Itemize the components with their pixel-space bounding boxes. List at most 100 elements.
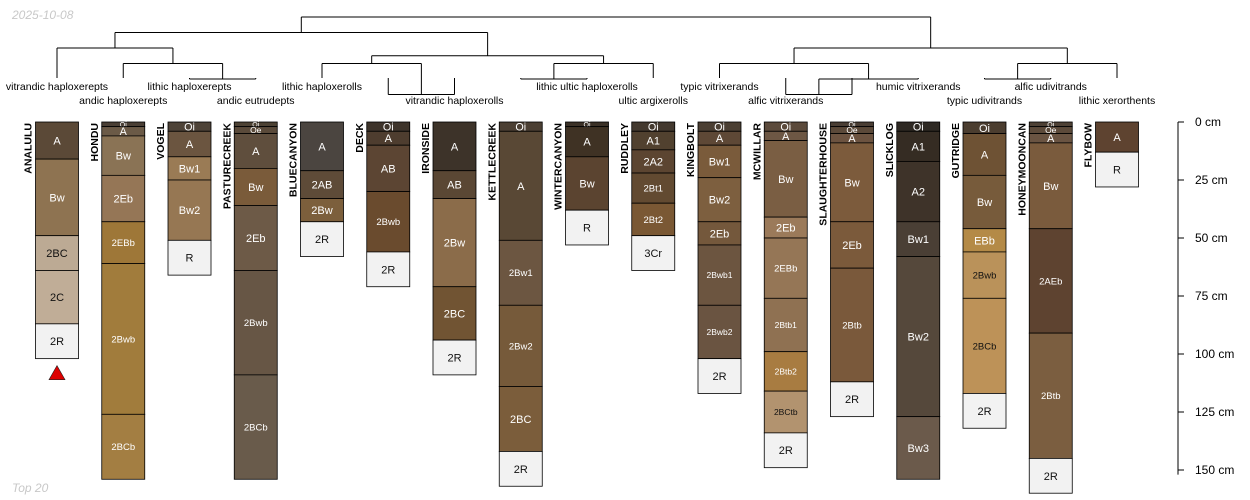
horizon-label-kingbolt-2bwb2: 2Bwb2 [707,327,733,337]
taxon-label-alfic-udivitrands: alfic udivitrands [1015,81,1087,93]
horizon-slicklog-bw2 [896,256,941,418]
horizon-hondu-2bwb [101,263,146,415]
taxon-label-alfic-vitrixerands: alfic vitrixerands [748,95,823,107]
profile-name-flybow: FLYBOW [1083,123,1095,168]
horizon-label-gutridge-a: A [981,149,989,161]
horizon-label-pasturecreek-2bcb: 2BCb [244,423,268,434]
horizon-slicklog-a1 [896,130,941,162]
horizon-slaughterhouse-bw [830,142,874,223]
horizon-slicklog-a2 [896,161,941,223]
taxon-label-vitrandic-haploxerolls: vitrandic haploxerolls [405,95,503,107]
horizon-label-bluecanyon-a: A [318,141,326,153]
horizon-slaughterhouse-2r [830,381,874,418]
horizon-label-hondu-2ebb: 2EBb [112,238,135,249]
horizon-label-honeymooncan-2btb: 2Btb [1041,391,1061,402]
profile-name-slicklog: SLICKLOG [884,123,896,177]
horizon-label-kettlecreek-2bc: 2BC [510,414,531,426]
horizon-ironside-2bw [432,198,477,288]
depth-tick-label-150: 150 cm [1195,463,1234,477]
horizon-label-slicklog-bw3: Bw3 [908,443,929,455]
horizon-label-slicklog-oi: Oi [913,122,924,134]
horizon-label-flybow-a: A [1113,132,1121,144]
taxon-label-lithic-haploxerepts: lithic haploxerepts [147,81,231,93]
horizon-wintercanyon-a [565,126,609,158]
horizon-label-vogel-bw2: Bw2 [179,205,200,217]
horizon-label-slaughterhouse-2btb: 2Btb [842,320,862,331]
horizon-mcwillar-2ebb [763,237,808,299]
profile-name-ruddley: RUDDLEY [619,123,631,174]
horizon-label-kingbolt-a: A [716,133,724,145]
horizon-label-analulu-2c: 2C [50,292,64,304]
profile-name-vogel: VOGEL [155,122,167,159]
horizon-flybow-r [1095,151,1139,188]
horizon-label-mcwillar-oi: Oi [780,122,791,134]
horizon-label-mcwillar-2ebb: 2EBb [774,264,797,275]
horizon-label-slaughterhouse-bw: Bw [844,177,859,189]
profile-name-pasturecreek: PASTURECREEK [221,123,233,210]
horizon-kettlecreek-a [498,130,543,241]
horizon-label-kettlecreek-2bw2: 2Bw2 [509,341,533,352]
horizon-slaughterhouse-2eb [830,221,874,269]
horizon-label-slicklog-a1: A1 [912,141,925,153]
horizon-label-vogel-oi: Oi [184,122,195,134]
horizon-label-bluecanyon-2ab: 2AB [312,180,333,192]
marker-analulu-triangle [48,365,66,380]
horizon-mcwillar-2bctb [763,390,808,434]
horizon-label-deck-oi: Oi [383,122,394,134]
horizon-deck-2bwb [366,191,411,253]
depth-tick-label-75: 75 cm [1195,289,1228,303]
horizon-label-ironside-2bw: 2Bw [444,238,465,250]
horizon-mcwillar-bw [763,140,808,218]
depth-tick-label-125: 125 cm [1195,405,1234,419]
horizon-slicklog-bw3 [896,416,941,480]
horizon-label-ironside-2bc: 2BC [444,308,465,320]
horizon-kingbolt-2bwb2 [697,304,742,360]
horizon-label-gutridge-2r: 2R [977,406,991,418]
horizon-label-mcwillar-bw: Bw [778,174,793,186]
horizon-ironside-ab [432,170,477,199]
horizon-label-kettlecreek-oi: Oi [515,122,526,134]
horizon-label-kingbolt-bw2: Bw2 [709,195,730,207]
horizon-label-mcwillar-2btb1: 2Btb1 [775,320,797,330]
horizon-label-kettlecreek-a: A [517,181,525,193]
horizon-hondu-bw [101,135,146,176]
horizon-kettlecreek-2bw2 [498,304,543,387]
footer-label: Top 20 [12,481,49,495]
horizon-label-slaughterhouse-2eb: 2Eb [842,240,862,252]
horizon-label-pasturecreek-bw: Bw [248,182,263,194]
horizon-label-honeymooncan-oe: Oe [1045,125,1057,135]
horizon-label-deck-2bwb: 2Bwb [376,217,400,228]
horizon-vogel-bw2 [167,179,212,241]
horizon-label-hondu-2bwb: 2Bwb [111,334,135,345]
horizon-gutridge-2r [962,393,1007,429]
horizon-kettlecreek-2r [498,451,543,487]
horizon-slaughterhouse-2btb [830,267,874,383]
horizon-label-ironside-2r: 2R [447,352,461,364]
horizon-kingbolt-bw1 [697,144,742,179]
horizon-analulu-2c [35,270,79,325]
horizon-slicklog-bw1 [896,221,941,257]
horizon-ironside-2bc [432,286,477,341]
horizon-honeymooncan-2r [1028,457,1073,494]
horizon-label-wintercanyon-a: A [583,137,591,149]
horizon-bluecanyon-a [300,121,344,172]
horizon-label-ruddley-2bt1: 2Bt1 [643,184,663,195]
horizon-label-kingbolt-bw1: Bw1 [709,156,730,168]
horizon-label-deck-a: A [385,133,393,145]
horizon-honeymooncan-2aeb [1028,228,1073,334]
horizon-pasturecreek-a [233,133,278,169]
horizon-label-gutridge-2bwb: 2Bwb [973,271,997,282]
horizon-label-kingbolt-2r: 2R [712,371,726,383]
horizon-kingbolt-2bwb1 [697,244,742,306]
horizon-label-honeymooncan-oi: Oi [1047,122,1054,129]
horizon-label-ruddley-2bt2: 2Bt2 [643,215,663,226]
depth-tick-label-0: 0 cm [1195,115,1221,129]
horizon-analulu-bw [35,158,79,237]
horizon-deck-ab [366,144,411,192]
horizon-hondu-2bcb [101,413,146,480]
horizon-label-honeymooncan-a: A [1047,133,1055,145]
horizon-label-vogel-a: A [186,139,194,151]
horizon-label-deck-ab: AB [381,163,396,175]
taxon-label-vitrandic-haploxerepts: vitrandic haploxerepts [6,81,108,93]
